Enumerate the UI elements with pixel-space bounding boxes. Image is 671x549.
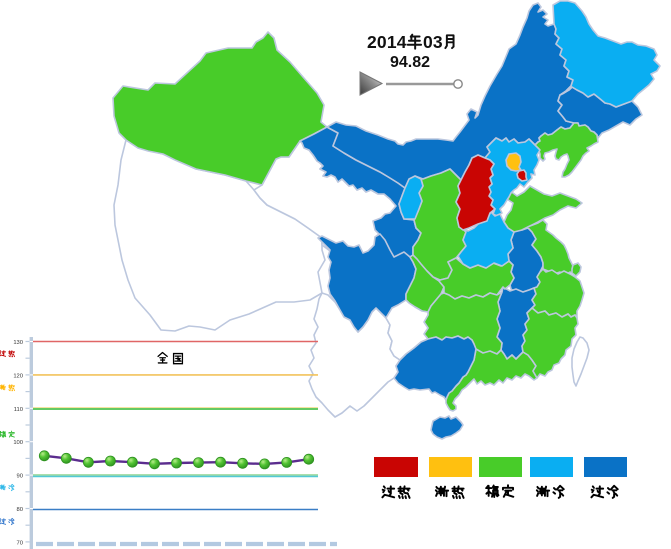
svg-text:80: 80 (17, 507, 23, 513)
svg-text:110: 110 (14, 407, 23, 413)
svg-text:70: 70 (17, 540, 23, 546)
svg-text:130: 130 (13, 340, 23, 346)
svg-text:100: 100 (13, 440, 23, 446)
svg-text:2014: 2014 (367, 32, 407, 52)
svg-text:94.82: 94.82 (390, 54, 430, 71)
svg-text:90: 90 (17, 474, 23, 480)
svg-text:120: 120 (13, 373, 23, 379)
svg-text:03: 03 (423, 32, 443, 52)
